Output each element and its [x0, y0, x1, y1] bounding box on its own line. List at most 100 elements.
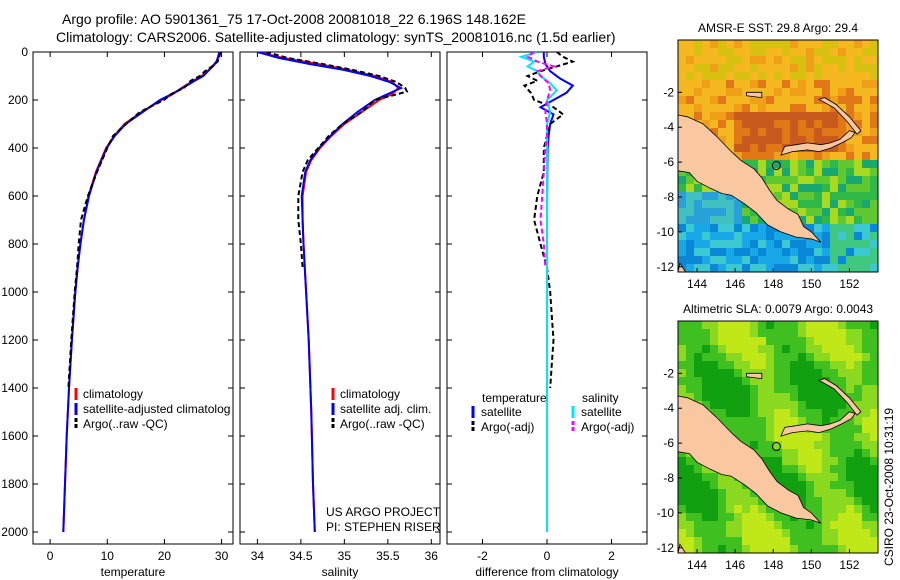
map-cell	[862, 529, 870, 537]
map-cell	[798, 441, 806, 449]
map-cell	[790, 361, 798, 369]
map-cell	[710, 232, 718, 240]
map-cell	[734, 537, 742, 545]
map-cell	[798, 345, 806, 353]
map-cell	[830, 329, 838, 337]
map-cell	[742, 337, 750, 345]
map-cell	[870, 248, 878, 256]
map-cell	[798, 176, 806, 184]
map-cell	[710, 48, 718, 56]
map-cell	[710, 104, 718, 112]
map-cell	[814, 224, 822, 232]
map-cell	[718, 64, 726, 72]
map-cell	[806, 409, 814, 417]
map-cell	[774, 232, 782, 240]
map-cell	[678, 505, 686, 513]
map-cell	[726, 144, 734, 152]
map-cell	[694, 481, 702, 489]
map-cell	[790, 529, 798, 537]
map-cell	[854, 385, 862, 393]
map-cell	[846, 345, 854, 353]
map-cell	[734, 513, 742, 521]
map-cell	[814, 545, 822, 553]
map-cell	[742, 72, 750, 80]
map-cell	[846, 224, 854, 232]
map-cell	[718, 337, 726, 345]
series-group	[518, 52, 576, 532]
map-cell	[782, 136, 790, 144]
map-cell	[686, 457, 694, 465]
map-cell	[822, 160, 830, 168]
map-cell	[686, 240, 694, 248]
map-cell	[870, 537, 878, 545]
map-cell	[726, 425, 734, 433]
map-cell	[830, 457, 838, 465]
map-cell	[798, 128, 806, 136]
map-cell	[766, 529, 774, 537]
map-field	[678, 40, 878, 272]
map-cell	[782, 64, 790, 72]
map-cell	[838, 465, 846, 473]
map-cell	[862, 160, 870, 168]
map-cell	[830, 96, 838, 104]
map-cell	[718, 377, 726, 385]
map-cell	[710, 224, 718, 232]
map-cell	[870, 40, 878, 48]
map-cell	[838, 361, 846, 369]
map-cell	[686, 72, 694, 80]
map-cell	[790, 409, 798, 417]
map-cell	[702, 505, 710, 513]
map-cell	[702, 465, 710, 473]
map-cell	[726, 248, 734, 256]
map-cell	[750, 321, 758, 329]
map-cell	[718, 489, 726, 497]
map-cell	[718, 232, 726, 240]
map-cell	[774, 329, 782, 337]
map-cell	[806, 385, 814, 393]
map-cell	[806, 489, 814, 497]
map-cell	[862, 56, 870, 64]
map-cell	[862, 337, 870, 345]
map-cell	[734, 72, 742, 80]
map-cell	[854, 321, 862, 329]
map-cell	[678, 168, 686, 176]
y-tick-label: 800	[8, 237, 28, 251]
map-cell	[742, 353, 750, 361]
map-cell	[870, 393, 878, 401]
map-cell	[766, 457, 774, 465]
map-cell	[758, 353, 766, 361]
map-cell	[726, 120, 734, 128]
map-cell	[742, 345, 750, 353]
map-cell	[750, 208, 758, 216]
map-cell	[830, 425, 838, 433]
map-cell	[806, 545, 814, 553]
y-tick-label: 1400	[1, 381, 28, 395]
map-cell	[734, 369, 742, 377]
map-cell	[814, 497, 822, 505]
map-cell	[806, 465, 814, 473]
map-cell	[710, 481, 718, 489]
map-cell	[822, 465, 830, 473]
map-cell	[822, 545, 830, 553]
map-cell	[790, 449, 798, 457]
x-axis-label: difference from climatology	[475, 565, 618, 579]
map-cell	[782, 248, 790, 256]
map-cell	[870, 168, 878, 176]
map-cell	[782, 361, 790, 369]
map-cell	[734, 361, 742, 369]
map-cell	[694, 329, 702, 337]
map-cell	[718, 321, 726, 329]
map-cell	[870, 425, 878, 433]
map-cell	[814, 240, 822, 248]
x-tick-label: 150	[801, 277, 821, 291]
map-cell	[734, 216, 742, 224]
map-cell	[870, 264, 878, 272]
map-cell	[774, 425, 782, 433]
map-cell	[678, 224, 686, 232]
map-cell	[862, 48, 870, 56]
map-cell	[870, 345, 878, 353]
map-cell	[862, 545, 870, 553]
map-cell	[782, 385, 790, 393]
map-cell	[854, 40, 862, 48]
map-cell	[774, 72, 782, 80]
